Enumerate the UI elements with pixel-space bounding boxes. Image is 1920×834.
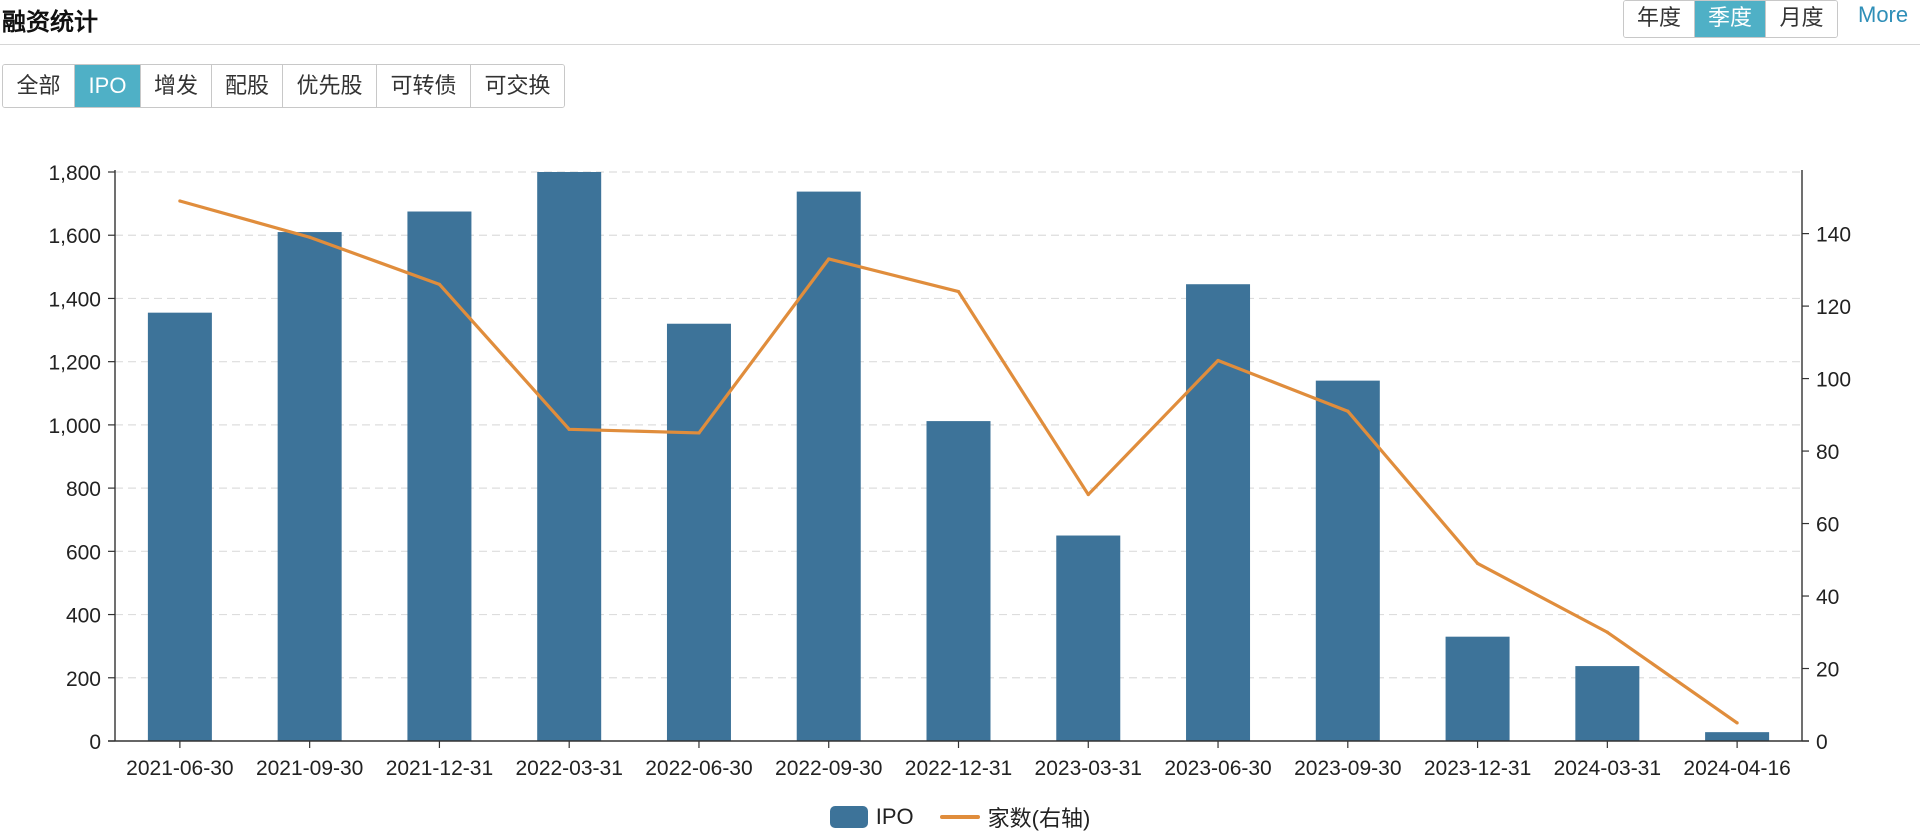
bar-ipo[interactable] (1705, 732, 1770, 741)
filter-rights-issue-button[interactable]: 配股 (212, 65, 283, 107)
bar-ipo[interactable] (1445, 636, 1510, 741)
x-axis-tick-label: 2022-03-31 (515, 757, 622, 780)
bar-ipo[interactable] (1056, 535, 1121, 741)
period-tab-quarterly[interactable]: 季度 (1695, 1, 1766, 37)
filter-additional-issuance-button[interactable]: 增发 (141, 65, 212, 107)
legend-line-swatch (939, 815, 980, 819)
bar-ipo[interactable] (796, 191, 861, 742)
x-axis-tick-label: 2021-12-31 (386, 757, 493, 780)
left-axis-tick-label: 400 (66, 605, 101, 628)
left-axis-tick-label: 1,000 (48, 415, 101, 438)
line-layer (178, 199, 1739, 725)
page-title: 融资统计 (2, 9, 98, 36)
left-axis-tick-label: 1,200 (48, 352, 101, 375)
bar-ipo[interactable] (407, 211, 472, 741)
x-axis-tick-label: 2024-04-16 (1683, 757, 1790, 780)
right-axis-tick-label: 120 (1816, 296, 1851, 319)
right-axis-tick-label: 0 (1816, 731, 1828, 754)
line-count-point[interactable] (827, 257, 831, 261)
line-count-point[interactable] (1086, 492, 1090, 497)
left-axis-tick-label: 1,400 (48, 288, 101, 311)
left-axis-tick-label: 800 (66, 478, 101, 501)
x-axis-tick-label: 2022-06-30 (645, 757, 752, 780)
x-axis-tick-label: 2022-12-31 (905, 757, 1012, 780)
bar-ipo[interactable] (1315, 380, 1380, 741)
bar-ipo[interactable] (147, 312, 212, 741)
legend-item-ipo[interactable]: IPO (829, 804, 914, 830)
right-axis-tick-label: 60 (1816, 514, 1839, 537)
line-count-point[interactable] (1735, 721, 1739, 725)
line-count-point[interactable] (1475, 561, 1480, 566)
right-axis-tick-label: 80 (1816, 441, 1839, 464)
line-count-point[interactable] (956, 289, 961, 294)
axis-layer: 0 200 400 600 800 1,000 1,200 1,400 1,600 1,800 0 2… (48, 162, 1851, 780)
period-toggle-group: 年度 季度 月度 (1623, 0, 1838, 38)
line-count-point[interactable] (437, 282, 442, 286)
x-axis-tick-label: 2023-06-30 (1164, 757, 1271, 780)
right-axis-tick-label: 140 (1816, 224, 1851, 247)
right-axis-tick-label: 20 (1816, 659, 1839, 682)
line-count-point[interactable] (178, 199, 182, 203)
bar-ipo[interactable] (277, 232, 342, 742)
x-axis-tick-label: 2021-06-30 (126, 757, 233, 780)
chart-legend: IPO 家数(右轴) (0, 800, 1920, 834)
filter-convertible-bond-button[interactable]: 可转债 (377, 65, 471, 107)
x-axis-tick-label: 2023-09-30 (1294, 757, 1401, 780)
more-link[interactable]: More (1858, 2, 1909, 27)
x-axis-tick-label: 2024-03-31 (1554, 757, 1661, 780)
period-tab-annual[interactable]: 年度 (1624, 1, 1695, 37)
filter-all-button[interactable]: 全部 (3, 65, 75, 107)
line-count-point[interactable] (1605, 630, 1609, 634)
x-axis-tick-label: 2023-12-31 (1424, 757, 1531, 780)
left-axis-tick-label: 200 (66, 668, 101, 691)
x-axis-tick-label: 2021-09-30 (256, 757, 363, 780)
header-bar: 融资统计 年度 季度 月度 More (0, 0, 1920, 45)
line-count-point[interactable] (567, 427, 571, 431)
bar-ipo[interactable] (1186, 284, 1251, 741)
bar-ipo[interactable] (926, 421, 991, 741)
legend-bar-swatch (829, 806, 868, 828)
financing-type-filter: 全部 IPO 增发 配股 优先股 可转债 可交换 (2, 64, 565, 108)
filter-preferred-stock-button[interactable]: 优先股 (283, 65, 377, 107)
filter-ipo-button[interactable]: IPO (75, 65, 141, 107)
legend-item-count[interactable]: 家数(右轴) (939, 801, 1091, 833)
left-axis-tick-label: 1,800 (48, 162, 101, 185)
line-count-point[interactable] (1216, 358, 1220, 363)
left-axis-tick-label: 1,600 (48, 225, 101, 248)
bar-ipo[interactable] (666, 323, 731, 741)
financing-chart: 0 200 400 600 800 1,000 1,200 1,400 1,600 1,800 0 2… (48, 162, 1851, 780)
bar-ipo[interactable] (537, 172, 602, 741)
grid-layer (115, 171, 1802, 679)
x-axis-tick-label: 2022-09-30 (775, 757, 882, 780)
line-count-point[interactable] (308, 235, 312, 239)
right-axis-tick-label: 100 (1816, 369, 1851, 392)
filter-exchangeable-bond-button[interactable]: 可交换 (471, 65, 564, 107)
period-tab-monthly[interactable]: 月度 (1766, 1, 1837, 37)
line-count-point[interactable] (1346, 409, 1350, 413)
bar-ipo[interactable] (1575, 666, 1640, 741)
legend-label-count: 家数(右轴) (987, 806, 1091, 831)
right-axis-tick-label: 40 (1816, 586, 1839, 609)
legend-label-ipo: IPO (875, 804, 914, 829)
line-count-point[interactable] (697, 431, 701, 435)
left-axis-tick-label: 0 (89, 731, 101, 754)
x-axis-tick-label: 2023-03-31 (1035, 757, 1142, 780)
left-axis-tick-label: 600 (66, 541, 101, 564)
bar-layer (147, 172, 1770, 742)
